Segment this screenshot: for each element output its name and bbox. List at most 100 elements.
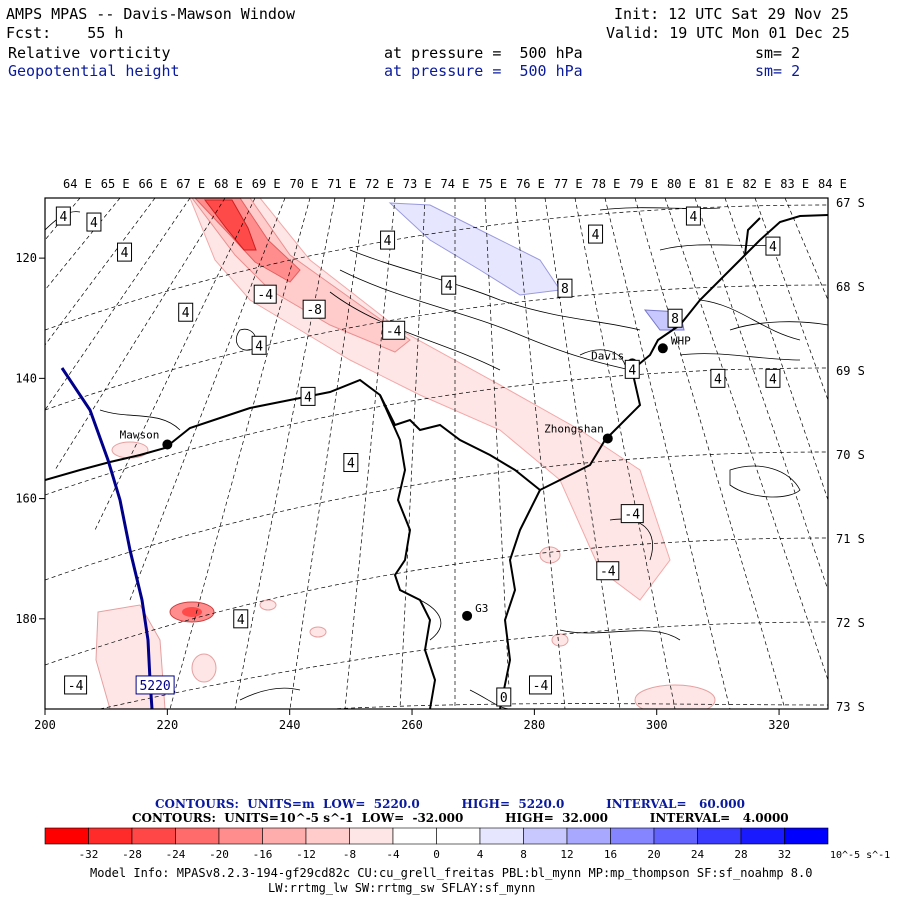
model-info-line2: LW:rrtmg_lw SW:rrtmg_sw SFLAY:sf_mynn xyxy=(268,881,536,895)
contour-label-box xyxy=(302,299,326,319)
longitude-label: 71 E xyxy=(327,177,356,191)
colorbar-tick-label: -16 xyxy=(253,848,273,861)
longitude-label: 83 E xyxy=(780,177,809,191)
colorbar-tick-label: 28 xyxy=(734,848,747,861)
longitude-label: 73 E xyxy=(403,177,432,191)
x-tick-label: 240 xyxy=(279,718,301,732)
vorticity-contour-label: 4 xyxy=(178,302,194,322)
colorbar-tick-label: 16 xyxy=(604,848,617,861)
field2-level: at pressure = 500 hPa xyxy=(384,62,583,80)
colorbar-tick-label: 8 xyxy=(520,848,527,861)
model-info-line1: Model Info: MPASv8.2.3-194-gf29cd82c CU:… xyxy=(90,866,813,880)
contour-label-box xyxy=(596,561,620,581)
vorticity-contour-label: 4 xyxy=(86,212,102,232)
x-tick-label: 300 xyxy=(646,718,668,732)
neg-vorticity-blob xyxy=(259,599,277,611)
contour-label-text: 4 xyxy=(90,216,98,231)
longitude-label: 80 E xyxy=(667,177,696,191)
latitude-label: 72 S xyxy=(836,616,865,630)
latitude-label: 67 S xyxy=(836,196,865,210)
latitude-label: 69 S xyxy=(836,364,865,378)
longitude-label: 76 E xyxy=(516,177,545,191)
contour-label-text: -4 xyxy=(533,679,549,694)
contour-label-text: 4 xyxy=(384,234,392,249)
contour-label-box xyxy=(380,230,396,250)
contour-label-text: 8 xyxy=(671,312,679,327)
contour-label-text: 5220 xyxy=(139,679,170,694)
axes-layer: 64 E 65 E 66 E 67 E 68 E 69 E 70 E 71 E 72 E 73 E… xyxy=(15,177,865,732)
pos-vorticity-area xyxy=(388,202,561,296)
colorbar-swatch xyxy=(436,827,481,845)
colorbar: -32 -28 -24 -20 -16 -12 -8 -4 0 4 8 12 16 20 24 28 32 10^… xyxy=(44,827,890,861)
longitude-label: 82 E xyxy=(743,177,772,191)
contour-label-box xyxy=(178,302,194,322)
colorbar-swatch xyxy=(784,827,829,845)
station-marker xyxy=(657,343,668,354)
longitude-label: 77 E xyxy=(554,177,583,191)
height-contour-legend: CONTOURS: UNITS=m LOW= 5220.0 HIGH= 5220… xyxy=(155,797,745,811)
graticule xyxy=(45,198,828,709)
y-tick-label: 160 xyxy=(15,492,37,506)
colorbar-tick-label: -20 xyxy=(209,848,229,861)
contour-label-box xyxy=(528,675,552,695)
vorticity-contour-label: 4 xyxy=(588,224,604,244)
latitude-label: 71 S xyxy=(836,532,865,546)
colorbar-swatch xyxy=(262,827,307,845)
colorbar-swatch xyxy=(44,827,89,845)
contour-label-text: 4 xyxy=(628,363,636,378)
neg-vorticity-blob xyxy=(191,653,217,683)
contour-label-box xyxy=(685,206,701,226)
contour-label-text: -4 xyxy=(257,288,273,303)
valid-time: Valid: 19 UTC Mon 01 Dec 25 xyxy=(606,24,850,42)
contour-label-text: 4 xyxy=(690,210,698,225)
vorticity-contour-label: 4 xyxy=(624,359,640,379)
vorticity-contour-label: 4 xyxy=(300,386,316,406)
vorticity-contour-label: 4 xyxy=(343,453,359,473)
vorticity-fill-layer xyxy=(45,198,828,709)
chart-title: AMPS MPAS -- Davis-Mawson Window xyxy=(6,5,295,23)
colorbar-units: 10^-5 s^-1 xyxy=(830,850,890,861)
y-tick-label: 140 xyxy=(15,371,37,385)
contour-label-text: 4 xyxy=(304,390,312,405)
station-label: WHP xyxy=(671,334,691,347)
y-tick-label: 120 xyxy=(15,251,37,265)
contour-label-box xyxy=(557,278,573,298)
x-tick-label: 220 xyxy=(157,718,179,732)
contour-label-box xyxy=(251,335,267,355)
contour-label-box xyxy=(441,275,457,295)
colorbar-swatch xyxy=(653,827,698,845)
neg-vorticity-peak xyxy=(204,199,257,251)
colorbar-swatch xyxy=(305,827,350,845)
contour-label-box xyxy=(86,212,102,232)
contour-label-text: -4 xyxy=(624,508,640,523)
vorticity-contour-label: -4 xyxy=(620,504,644,524)
contour-label-box xyxy=(135,675,175,695)
colorbar-tick-label: -12 xyxy=(296,848,316,861)
contour-label-text: 4 xyxy=(347,457,355,472)
vorticity-contour-label: -8 xyxy=(302,299,326,319)
contour-label-text: 4 xyxy=(769,372,777,387)
vorticity-contour-label: -4 xyxy=(253,284,277,304)
height-contour-label: 5220 xyxy=(135,675,175,695)
neg-vorticity-blob xyxy=(111,441,149,459)
vorticity-contour-label: -4 xyxy=(64,675,88,695)
station-marker xyxy=(162,439,173,450)
vorticity-contour-label: 4 xyxy=(441,275,457,295)
longitude-label: 67 E xyxy=(176,177,205,191)
contour-label-box xyxy=(765,368,781,388)
plot-frame xyxy=(44,197,829,710)
field2-name: Geopotential height xyxy=(8,62,180,80)
vorticity-contour-label: 4 xyxy=(233,609,249,629)
vorticity-contour-label: 8 xyxy=(667,308,683,328)
contour-label-box xyxy=(624,359,640,379)
colorbar-swatch xyxy=(349,827,394,845)
contour-label-text: 4 xyxy=(445,279,453,294)
x-tick-label: 320 xyxy=(768,718,790,732)
vorticity-contour-label: 4 xyxy=(710,368,726,388)
longitude-label: 72 E xyxy=(365,177,394,191)
contour-label-text: -4 xyxy=(68,679,84,694)
contour-label-box xyxy=(55,206,71,226)
colorbar-swatch xyxy=(479,827,524,845)
contour-label-box xyxy=(253,284,277,304)
contour-label-text: 4 xyxy=(714,372,722,387)
